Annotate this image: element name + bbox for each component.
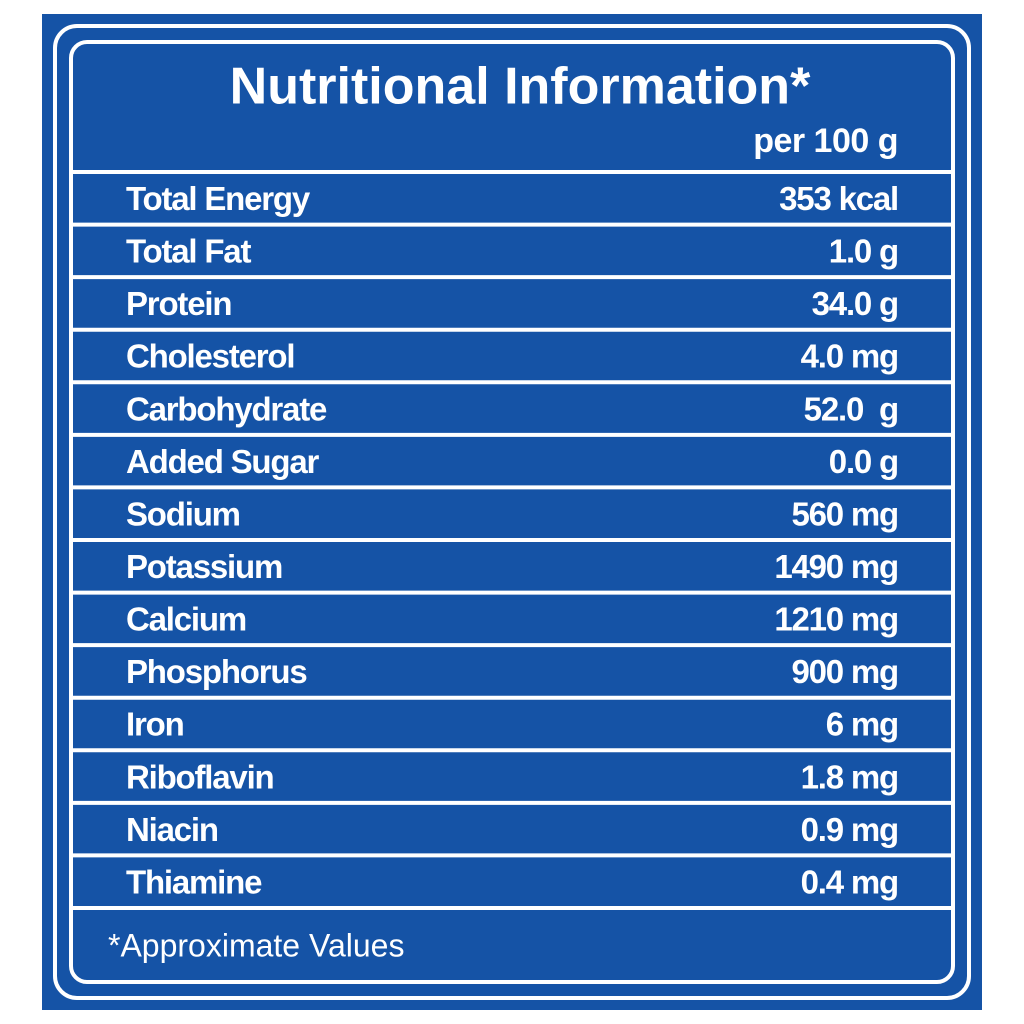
- label-background: [42, 14, 982, 1010]
- inner-border: [69, 40, 955, 984]
- nutrient-name: Riboflavin: [126, 758, 274, 795]
- nutrient-name: Iron: [126, 706, 184, 743]
- nutrient-amount: 1210 mg: [774, 601, 898, 638]
- nutrient-amount: 1.8 mg: [801, 758, 898, 795]
- title: Nutritional Information*: [230, 58, 811, 116]
- nutrient-name: Niacin: [126, 811, 218, 848]
- nutrient-name: Carbohydrate: [126, 390, 327, 427]
- nutrient-name: Total Fat: [126, 233, 251, 270]
- nutrient-amount: 1.0 g: [829, 233, 898, 270]
- nutrient-amount: 0.9 mg: [801, 811, 898, 848]
- nutrient-name: Added Sugar: [126, 443, 320, 480]
- nutrient-name: Protein: [126, 285, 231, 322]
- nutrient-name: Total Energy: [126, 180, 311, 217]
- nutrient-amount: 560 mg: [791, 495, 898, 532]
- nutrient-amount: 900 mg: [791, 653, 898, 690]
- basis: per 100 g: [753, 122, 898, 160]
- nutrient-name: Potassium: [126, 548, 282, 585]
- footnote: *Approximate Values: [108, 927, 404, 963]
- nutrient-name: Cholesterol: [126, 338, 294, 375]
- nutrient-amount: 353 kcal: [779, 180, 898, 217]
- nutrient-amount: 1490 mg: [774, 548, 898, 585]
- nutrient-name: Phosphorus: [126, 653, 307, 690]
- nutrient-name: Sodium: [126, 495, 240, 532]
- nutrient-amount: 0.0 g: [829, 443, 898, 480]
- nutrient-amount: 4.0 mg: [801, 338, 898, 375]
- nutrient-amount: 52.0 g: [804, 390, 898, 427]
- nutrient-amount: 34.0 g: [812, 285, 898, 322]
- outer-border: [53, 24, 971, 1000]
- nutrient-name: Calcium: [126, 601, 246, 638]
- nutrient-name: Thiamine: [126, 863, 262, 900]
- nutrient-amount: 6 mg: [826, 706, 898, 743]
- nutrient-amount: 0.4 mg: [801, 863, 898, 900]
